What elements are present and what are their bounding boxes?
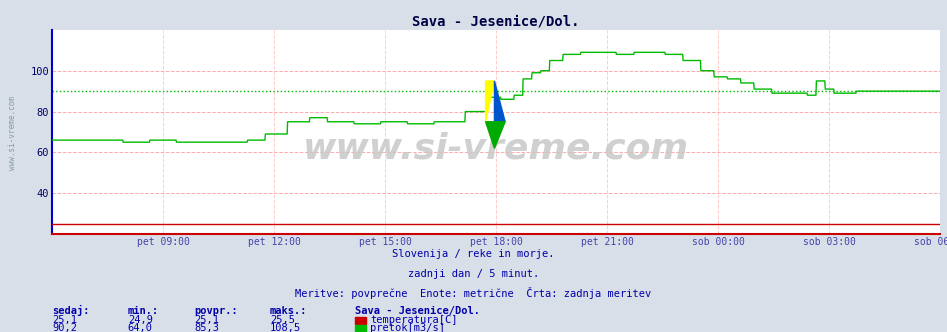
Polygon shape bbox=[486, 81, 494, 122]
Text: www.si-vreme.com: www.si-vreme.com bbox=[303, 131, 689, 165]
Text: 90,2: 90,2 bbox=[52, 323, 77, 332]
Text: min.:: min.: bbox=[128, 306, 159, 316]
Text: 25,1: 25,1 bbox=[52, 315, 77, 325]
Text: temperatura[C]: temperatura[C] bbox=[370, 315, 457, 325]
Title: Sava - Jesenice/Dol.: Sava - Jesenice/Dol. bbox=[413, 15, 580, 29]
Text: 85,3: 85,3 bbox=[194, 323, 219, 332]
Text: 108,5: 108,5 bbox=[270, 323, 301, 332]
Polygon shape bbox=[494, 81, 505, 122]
Text: pretok[m3/s]: pretok[m3/s] bbox=[370, 323, 445, 332]
Text: 64,0: 64,0 bbox=[128, 323, 152, 332]
Polygon shape bbox=[486, 122, 505, 148]
Text: 25,5: 25,5 bbox=[270, 315, 295, 325]
Text: maks.:: maks.: bbox=[270, 306, 308, 316]
Text: Sava - Jesenice/Dol.: Sava - Jesenice/Dol. bbox=[355, 306, 480, 316]
Text: 25,1: 25,1 bbox=[194, 315, 219, 325]
Text: Meritve: povprečne  Enote: metrične  Črta: zadnja meritev: Meritve: povprečne Enote: metrične Črta:… bbox=[295, 287, 652, 299]
Text: zadnji dan / 5 minut.: zadnji dan / 5 minut. bbox=[408, 269, 539, 279]
Text: povpr.:: povpr.: bbox=[194, 306, 238, 316]
Text: Slovenija / reke in morje.: Slovenija / reke in morje. bbox=[392, 249, 555, 259]
Text: sedaj:: sedaj: bbox=[52, 305, 90, 316]
Text: www.si-vreme.com: www.si-vreme.com bbox=[8, 96, 17, 170]
Text: 24,9: 24,9 bbox=[128, 315, 152, 325]
